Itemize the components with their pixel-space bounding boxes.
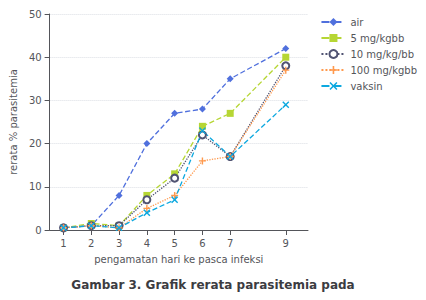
svg-text:50: 50 <box>29 9 42 20</box>
svg-text:rerata % parasitemia: rerata % parasitemia <box>8 69 19 175</box>
svg-text:air: air <box>350 17 364 28</box>
svg-text:7: 7 <box>227 238 233 249</box>
svg-text:pengamatan hari ke pasca infek: pengamatan hari ke pasca infeksi <box>94 254 263 265</box>
svg-text:3: 3 <box>116 238 122 249</box>
svg-text:10 mg/kg/bb: 10 mg/kg/bb <box>350 49 414 60</box>
svg-text:40: 40 <box>29 52 42 63</box>
svg-text:0: 0 <box>35 225 41 236</box>
svg-text:5 mg/kgbb: 5 mg/kgbb <box>350 33 404 44</box>
svg-text:9: 9 <box>283 238 289 249</box>
svg-text:10: 10 <box>29 181 42 192</box>
svg-text:Gambar 3. Grafik rerata parasi: Gambar 3. Grafik rerata parasitemia pada <box>71 278 354 292</box>
svg-text:30: 30 <box>29 95 42 106</box>
svg-text:vaksin: vaksin <box>350 81 382 92</box>
svg-text:4: 4 <box>144 238 150 249</box>
svg-text:2: 2 <box>88 238 94 249</box>
svg-text:6: 6 <box>199 238 205 249</box>
svg-text:100 mg/kgbb: 100 mg/kgbb <box>350 65 417 76</box>
svg-text:20: 20 <box>29 138 42 149</box>
svg-text:1: 1 <box>60 238 66 249</box>
svg-text:5: 5 <box>171 238 177 249</box>
